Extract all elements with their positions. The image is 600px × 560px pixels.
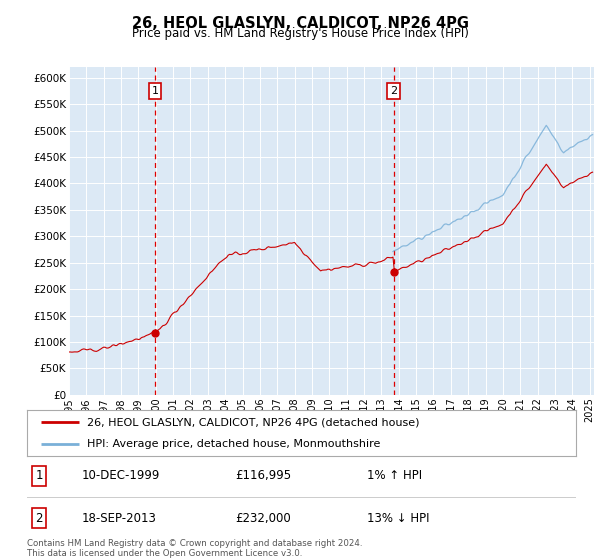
Text: Contains HM Land Registry data © Crown copyright and database right 2024.
This d: Contains HM Land Registry data © Crown c…	[27, 539, 362, 558]
Text: HPI: Average price, detached house, Monmouthshire: HPI: Average price, detached house, Monm…	[88, 439, 381, 449]
Text: 1% ↑ HPI: 1% ↑ HPI	[367, 469, 422, 482]
Text: 13% ↓ HPI: 13% ↓ HPI	[367, 512, 430, 525]
Text: £116,995: £116,995	[236, 469, 292, 482]
Text: 2: 2	[35, 512, 43, 525]
Text: 1: 1	[35, 469, 43, 482]
Text: Price paid vs. HM Land Registry's House Price Index (HPI): Price paid vs. HM Land Registry's House …	[131, 27, 469, 40]
Text: 10-DEC-1999: 10-DEC-1999	[82, 469, 160, 482]
Text: £232,000: £232,000	[236, 512, 292, 525]
Text: 26, HEOL GLASLYN, CALDICOT, NP26 4PG (detached house): 26, HEOL GLASLYN, CALDICOT, NP26 4PG (de…	[88, 417, 420, 427]
Text: 26, HEOL GLASLYN, CALDICOT, NP26 4PG: 26, HEOL GLASLYN, CALDICOT, NP26 4PG	[131, 16, 469, 31]
Text: 18-SEP-2013: 18-SEP-2013	[82, 512, 157, 525]
Text: 1: 1	[152, 86, 158, 96]
Text: 2: 2	[390, 86, 397, 96]
